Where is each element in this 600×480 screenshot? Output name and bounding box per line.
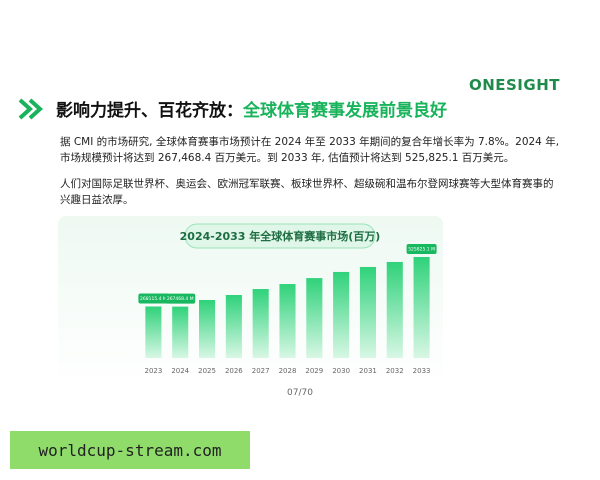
bar <box>145 306 162 358</box>
page-number: 07/70 <box>287 388 313 398</box>
value-label: 267468.4 M <box>167 296 194 302</box>
value-label-bg <box>165 293 196 304</box>
bar <box>279 284 296 358</box>
paragraph: 据 CMI 的市场研究, 全球体育赛事市场预计在 2024 年至 2033 年期… <box>60 136 560 164</box>
x-tick-label: 2025 <box>198 367 216 375</box>
value-label-bg <box>138 293 169 304</box>
x-tick-label: 2028 <box>279 367 297 375</box>
bar <box>359 266 376 358</box>
title-accent: 全球体育赛事发展前景良好 <box>243 101 447 121</box>
x-tick-label: 2030 <box>332 367 350 375</box>
bar <box>225 294 242 358</box>
chart-title: 2024-2033 年全球体育赛事市场(百万) <box>180 229 381 243</box>
x-tick-label: 2031 <box>359 367 377 375</box>
value-label: 525825.1 M <box>408 247 435 253</box>
chart-title-pill <box>184 223 376 249</box>
x-tick-label: 2027 <box>252 367 270 375</box>
bar <box>333 271 350 358</box>
x-tick-label: 2029 <box>305 367 323 375</box>
watermark: worldcup-stream.com <box>10 431 250 469</box>
bar <box>386 261 403 358</box>
x-tick-label: 2032 <box>386 367 404 375</box>
x-tick-label: 2026 <box>225 367 243 375</box>
bar <box>413 257 430 358</box>
bar <box>199 299 216 358</box>
heading: 影响力提升、百花齐放： 全球体育赛事发展前景良好 <box>18 96 447 121</box>
chart: 2024-2033 年全球体育赛事市场(百万) 2023 268115.4 M 20… <box>58 216 443 386</box>
x-tick-label: 2033 <box>413 367 431 375</box>
paragraph: 人们对国际足联世界杯、奥运会、欧洲冠军联赛、板球世界杯、超级碗和温布尔登网球赛等… <box>60 178 554 206</box>
logo: ONESIGHT <box>468 76 560 94</box>
value-label-bg <box>406 244 437 254</box>
bar <box>306 278 323 358</box>
title-lead: 影响力提升、百花齐放： <box>56 101 243 121</box>
bar <box>172 306 189 358</box>
x-tick-label: 2024 <box>171 367 189 375</box>
chevron-icon <box>18 98 43 119</box>
x-tick-label: 2023 <box>144 367 162 375</box>
value-label: 268115.4 M <box>140 296 167 302</box>
bar <box>252 289 269 358</box>
